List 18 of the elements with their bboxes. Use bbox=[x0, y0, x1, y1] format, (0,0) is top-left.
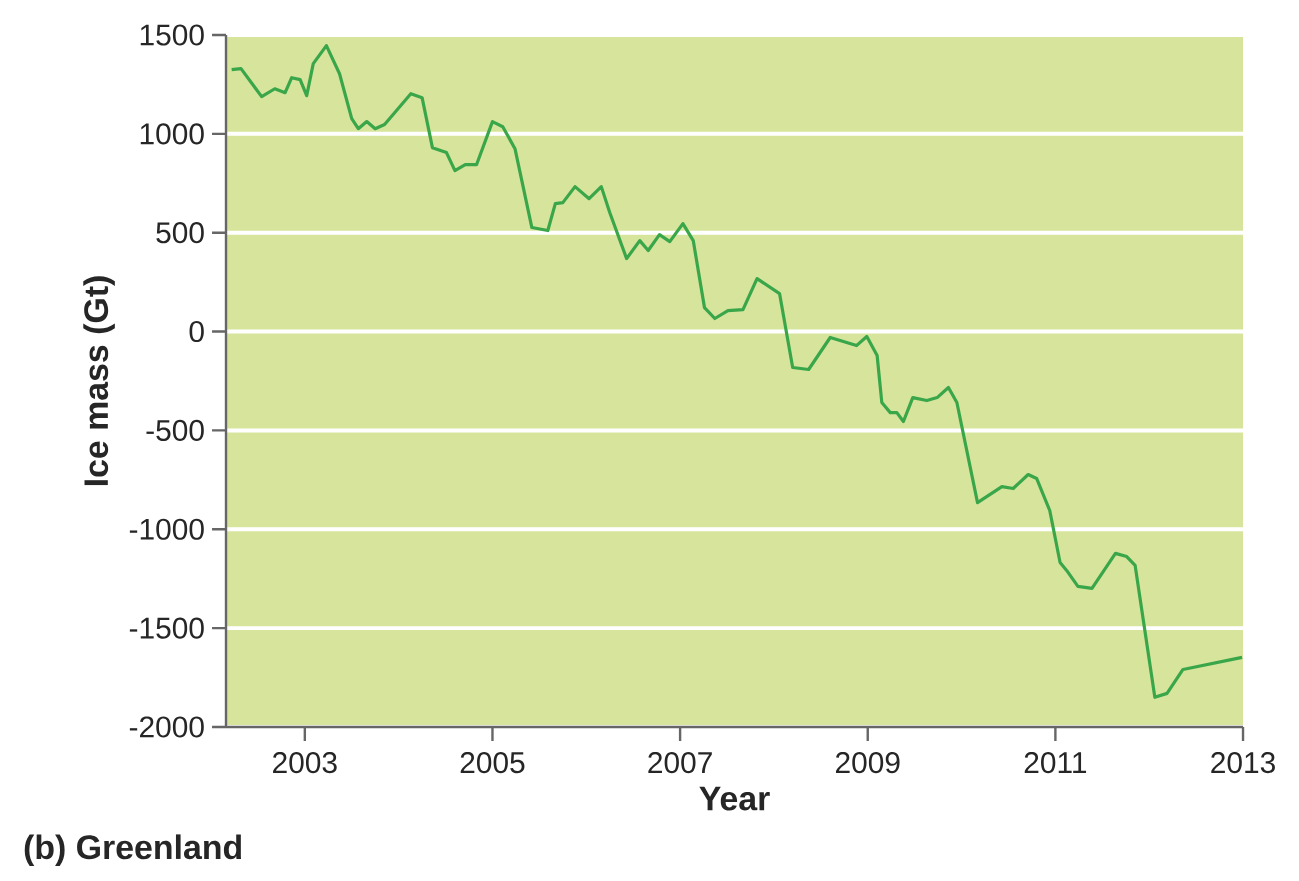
x-axis-title: Year bbox=[699, 786, 770, 811]
y-axis-title: Ice mass (Gt) bbox=[83, 276, 115, 486]
x-tick-label: 2007 bbox=[648, 752, 712, 774]
y-tick-label: -1500 bbox=[129, 617, 204, 639]
y-tick-label: -2000 bbox=[129, 716, 204, 738]
y-tick-label: 1000 bbox=[140, 123, 204, 145]
x-tick-label: 2011 bbox=[1024, 752, 1087, 774]
y-tick-label: -1000 bbox=[129, 518, 204, 540]
y-tick-label: 0 bbox=[189, 320, 204, 343]
x-tick-label: 2013 bbox=[1211, 752, 1275, 774]
line-series bbox=[230, 44, 1244, 699]
y-tick-label: 1500 bbox=[140, 24, 204, 46]
x-tick-label: 2005 bbox=[460, 752, 525, 774]
y-tick-label: 500 bbox=[156, 222, 204, 244]
text: (b) Greenland bbox=[24, 834, 241, 866]
x-tick-label: 2003 bbox=[273, 752, 337, 774]
x-tick-label: 2009 bbox=[836, 752, 900, 774]
y-tick-label: -500 bbox=[146, 419, 204, 441]
